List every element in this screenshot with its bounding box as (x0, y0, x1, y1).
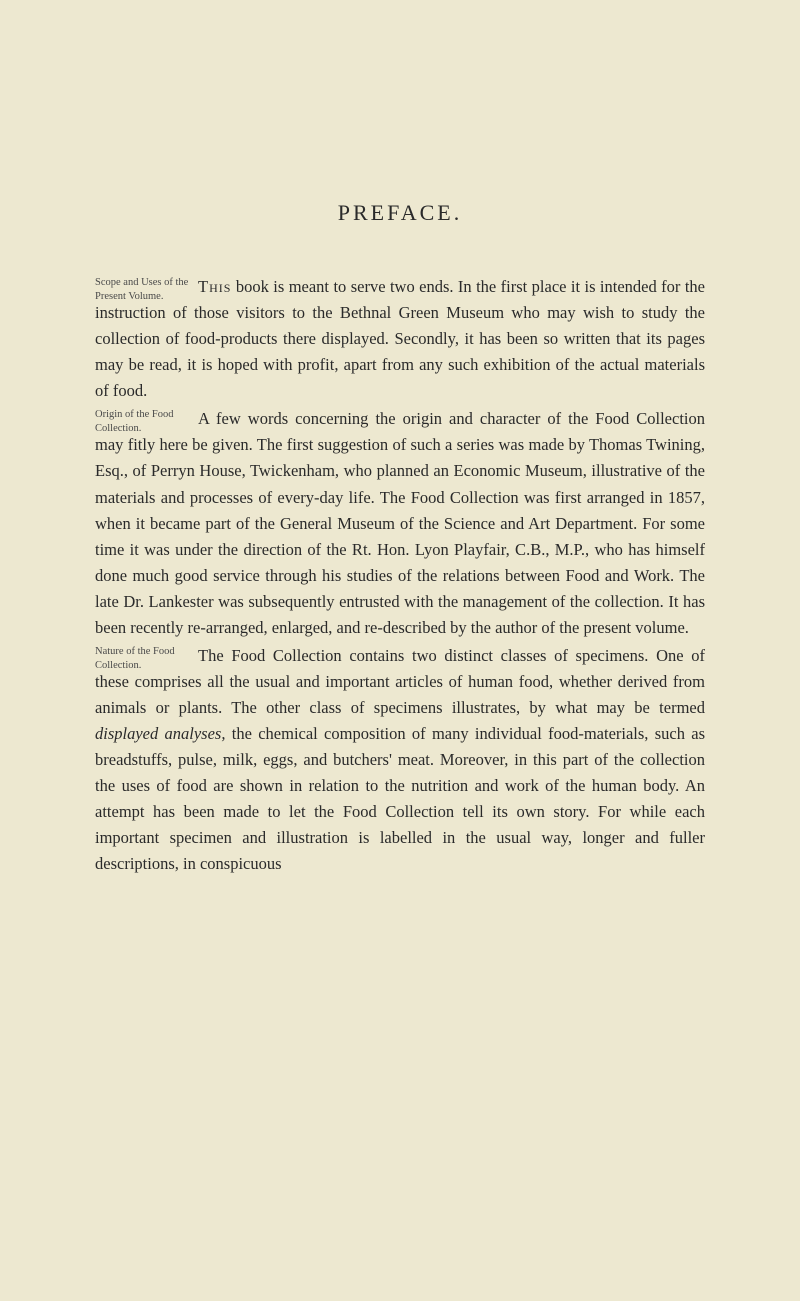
page-title: PREFACE. (95, 200, 705, 226)
italic-text: displayed analyses, (95, 724, 225, 743)
body-text-3: The Food Collection contains two distinc… (95, 643, 705, 878)
margin-note-2: Origin of the Food Collection. (95, 408, 190, 436)
margin-note-3: Nature of the Food Collection. (95, 645, 190, 673)
paragraph-2: Origin of the Food Collection. A few wor… (95, 406, 705, 641)
paragraph-3: Nature of the Food Collection. The Food … (95, 643, 705, 878)
body-text-2: A few words concerning the origin and ch… (95, 406, 705, 641)
first-word: This (198, 277, 231, 296)
margin-note-1: Scope and Uses of the Present Volume. (95, 276, 190, 304)
paragraph-1: Scope and Uses of the Present Volume. Th… (95, 274, 705, 404)
text-3b: the chemical composition of many individ… (95, 724, 705, 873)
